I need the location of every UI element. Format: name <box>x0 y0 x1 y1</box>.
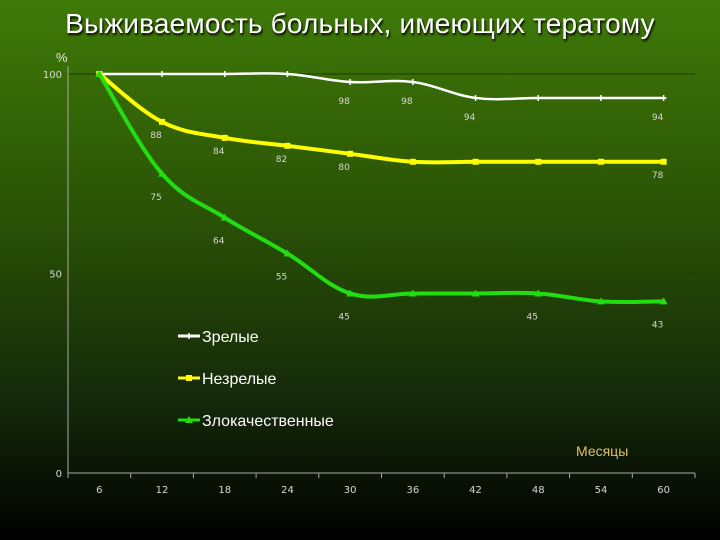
y-axis-label: % <box>56 50 68 65</box>
data-point <box>471 289 480 297</box>
data-point <box>534 289 543 297</box>
y-tick-label: 50 <box>49 270 62 281</box>
data-label: 94 <box>652 113 664 123</box>
data-point <box>409 158 416 165</box>
x-tick-label: 12 <box>156 485 169 496</box>
series-1 <box>96 71 667 101</box>
data-label: 98 <box>401 97 413 107</box>
x-tick-label: 48 <box>532 485 545 496</box>
data-point <box>221 71 228 77</box>
series-layer <box>95 70 668 305</box>
x-tick-label: 36 <box>406 485 419 496</box>
series-line <box>98 72 665 101</box>
x-tick-label: 54 <box>595 485 608 496</box>
data-point <box>185 416 193 423</box>
data-label: 82 <box>276 155 287 165</box>
data-point <box>597 94 604 101</box>
data-label: 45 <box>527 312 538 322</box>
data-label: 94 <box>464 113 476 123</box>
axes: 0 50 100 6 12 18 24 30 36 42 48 54 60 <box>43 66 696 496</box>
x-tick-label: 42 <box>469 485 482 496</box>
data-label: 75 <box>150 193 161 203</box>
data-label: 84 <box>213 147 225 157</box>
data-point <box>535 94 542 101</box>
page-title: Выживаемость больных, имеющих тератому <box>65 8 655 39</box>
data-point <box>186 375 192 381</box>
y-tick-label: 100 <box>43 70 62 81</box>
data-point <box>283 249 292 257</box>
data-point <box>408 289 417 297</box>
legend-label: Зрелые <box>202 329 259 346</box>
x-tick-label: 30 <box>344 485 357 496</box>
series-line <box>97 72 666 305</box>
data-label: 64 <box>213 237 225 247</box>
data-point <box>660 94 667 101</box>
data-point <box>660 158 667 165</box>
x-axis-label: Месяцы <box>576 443 628 459</box>
data-point <box>159 118 166 125</box>
data-point <box>95 70 104 77</box>
data-labels: 98 98 94 94 88 84 82 80 78 75 64 55 45 45 43 <box>150 97 663 330</box>
x-tick-label: 6 <box>96 485 102 496</box>
series-line <box>97 72 666 165</box>
data-label: 88 <box>150 131 162 141</box>
data-point <box>346 289 355 297</box>
legend-item: Незрелые <box>178 371 277 388</box>
data-label: 45 <box>338 312 349 322</box>
data-point <box>284 71 291 77</box>
data-point <box>220 213 229 221</box>
data-point <box>596 297 605 305</box>
data-label: 98 <box>338 97 350 107</box>
data-point <box>535 158 542 165</box>
data-label: 55 <box>276 273 287 283</box>
x-tick-label: 18 <box>218 485 231 496</box>
x-tick-label: 24 <box>281 485 294 496</box>
series-3 <box>95 70 668 305</box>
legend-label: Незрелые <box>202 371 277 388</box>
y-tick-label: 0 <box>56 469 62 480</box>
data-point <box>284 142 291 149</box>
data-point <box>597 158 604 165</box>
data-point <box>347 78 354 85</box>
x-tick-label: 60 <box>657 485 670 496</box>
data-label: 43 <box>652 320 663 330</box>
data-point <box>472 94 479 101</box>
data-point <box>472 158 479 165</box>
data-point <box>659 297 668 305</box>
data-point <box>409 78 416 85</box>
data-point <box>159 71 166 77</box>
legend-label: Злокачественные <box>202 413 334 430</box>
data-point <box>186 333 192 339</box>
legend-item: Злокачественные <box>178 413 334 430</box>
data-point <box>347 150 354 157</box>
data-point <box>158 169 167 177</box>
data-point <box>221 134 228 141</box>
legend-item: Зрелые <box>178 329 259 346</box>
data-label: 80 <box>338 163 350 173</box>
legend: Зрелые Незрелые Злокачественные <box>178 329 334 430</box>
series-2 <box>96 71 667 165</box>
data-label: 78 <box>652 171 664 181</box>
